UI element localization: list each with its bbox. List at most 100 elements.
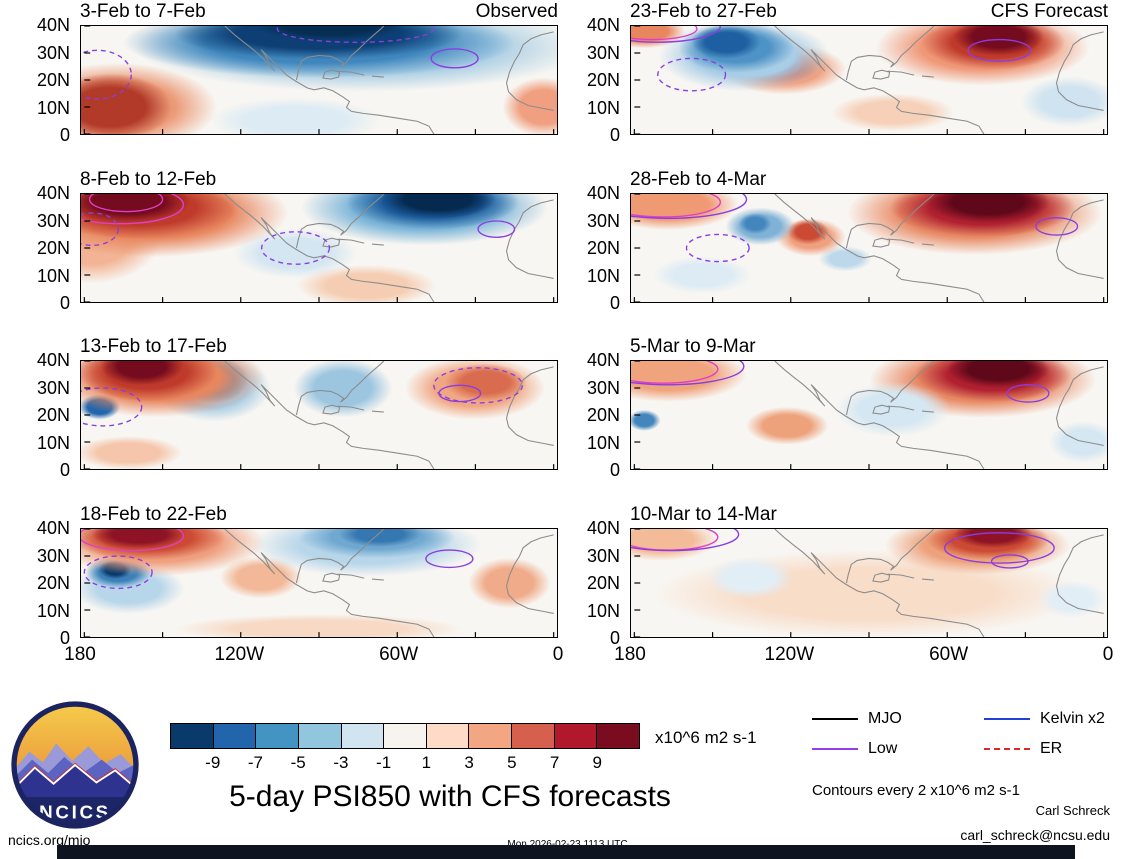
legend-label: Low [868,740,898,757]
coastline [845,361,935,416]
map-canvas [80,25,558,135]
contour-ellipse [657,57,727,92]
colorbar-cell [171,724,214,748]
x-axis-labels: 180 120W 60W 0 [614,644,1113,666]
author-email[interactable]: carl_schreck@ncsu.edu [960,827,1110,843]
contour-ellipse [81,194,185,225]
x-axis-labels: 180 120W 60W 0 [64,644,563,666]
coastline [505,366,554,446]
y-tick-label: 20N [36,573,70,593]
coastline [921,243,934,246]
panel-title: 10-Mar to 14-Mar [630,504,1108,526]
contour-ellipse [83,555,153,590]
y-tick-label: 10N [36,265,70,286]
coastline [1055,199,1104,279]
colorbar-tick-label: 9 [592,753,602,772]
panel-title: 8-Feb to 12-Feb [80,169,558,191]
map-panel-observed-2: 8-Feb to 12-Feb 40N 30N 20N 10N 0 [37,169,558,312]
y-axis-labels: 40N 30N 20N 10N 0 [22,16,74,144]
logo-snow-line [16,763,134,788]
y-tick-label: 20N [586,573,620,593]
contour-ellipse [425,549,474,569]
legend-line-kelvin-x2 [984,718,1030,720]
contour-ellipse [438,384,482,403]
contour-ellipse [631,529,719,551]
contour-ellipse [631,361,745,386]
contour-ellipse [81,387,143,427]
y-tick-label: 0 [609,460,620,480]
map-overlay [631,361,1105,469]
colorbar-cell [426,724,470,748]
y-tick-label: 40N [586,15,620,35]
coastline [505,534,554,614]
colorbar [170,723,640,749]
logo-outline [11,701,139,829]
x-tick-label: 60W [929,644,969,665]
y-tick-label: 30N [586,42,620,63]
coastline [224,194,435,302]
coastline [224,26,435,134]
coastline [295,361,385,416]
author-credit: Carl Schreck [1035,803,1110,818]
site-link[interactable]: ncics.org/mjo [8,832,91,848]
map-panel-observed-1: 3-Feb to 7-Feb Observed 40N 30N 20N 10N 0 [37,1,558,144]
coastline [295,529,385,584]
ncics-logo-graphic: NCICS [11,701,139,829]
contour-ellipse [1035,217,1079,236]
colorbar-tick-label: 3 [464,753,474,772]
legend-item: Kelvin x2 [984,710,1134,728]
colorbar-cell [384,724,427,748]
legend-item: MJO [812,710,984,728]
x-tick-label: 0 [1102,644,1114,665]
contour-ellipse [990,554,1029,569]
contour-ellipse [631,361,719,384]
contour-ellipse [81,49,132,100]
coastline [845,26,935,81]
y-tick-label: 40N [586,350,620,370]
map-panel-forecast-4: 10-Mar to 14-Mar 40N 30N 20N 10N 0 180 120W 60… [587,504,1113,665]
x-tick-label: 60W [379,644,419,665]
y-axis-labels: 40N 30N 20N 10N 0 [22,519,74,647]
y-axis-labels: 40N 30N 20N 10N 0 [572,16,624,144]
figure-title: 5-day PSI850 with CFS forecasts [229,780,671,813]
colorbar-cell [597,724,640,748]
coastline [774,361,985,469]
y-tick-label: 30N [36,377,70,398]
contour-ellipse [88,194,164,213]
panel-title: 28-Feb to 4-Mar [630,169,1108,191]
column-label-observed: Observed [475,1,558,22]
coastline [845,194,935,249]
coastline [337,573,365,579]
y-tick-label: 30N [586,210,620,231]
y-tick-label: 30N [36,42,70,63]
colorbar-cell [554,724,598,748]
y-tick-label: 40N [586,183,620,203]
legend-line-mjo [812,718,858,720]
map-overlay [81,529,555,637]
panel-date-range: 10-Mar to 14-Mar [630,504,777,525]
panel-title: 23-Feb to 27-Feb CFS Forecast [630,1,1108,23]
map-canvas [80,528,558,638]
colorbar-tick-labels: -9 -7 -5 -3 -1 1 3 5 7 9 [170,753,640,773]
contour-ellipse [631,194,722,218]
y-tick-label: 0 [609,628,620,648]
colorbar-cell [341,724,385,748]
y-tick-label: 20N [36,238,70,258]
contour-ellipse [433,367,524,404]
map-overlay [81,361,555,469]
map-overlay [631,26,1105,134]
x-tick-label: 180 [64,644,96,665]
map-canvas [80,360,558,470]
contour-ellipse [477,220,516,238]
colorbar-tick-label: -3 [333,753,349,772]
panel-title: 18-Feb to 22-Feb [80,504,558,526]
contour-ellipse [631,26,722,43]
legend-label: Kelvin x2 [1040,710,1105,727]
column-label-forecast: CFS Forecast [990,1,1108,22]
y-tick-label: 10N [36,600,70,621]
y-tick-label: 40N [36,518,70,538]
contour-ellipse [943,532,1055,564]
panel-date-range: 13-Feb to 17-Feb [80,336,227,357]
colorbar-tick-label: -9 [205,753,221,772]
y-tick-label: 30N [36,210,70,231]
